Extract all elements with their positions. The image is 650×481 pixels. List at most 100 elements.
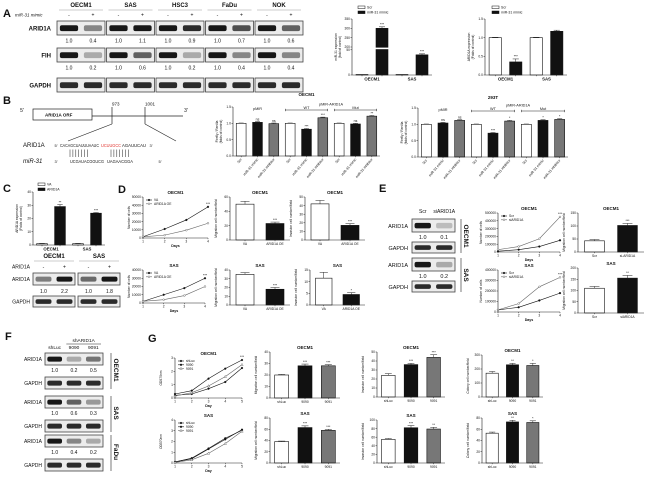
bar bbox=[265, 223, 285, 241]
blot-gapdh bbox=[155, 77, 205, 93]
significance-label: *** bbox=[326, 425, 331, 429]
lane-sign: - bbox=[68, 13, 70, 19]
y-tick-label: 40000 bbox=[132, 203, 141, 207]
chart-e-oecm1-growth: 0 100000 200000 300000 400000 500000 OECM1 Numb… bbox=[479, 206, 563, 262]
chart-title: SAS bbox=[333, 263, 342, 268]
protein-band bbox=[232, 25, 251, 32]
chart-d-sas-mig: VA *** ARID1A OE 0 10 20 30 40 SAS Migration cell… bbox=[214, 263, 290, 311]
x-tick-label: miR-31 mimic bbox=[291, 157, 308, 176]
blot-gapdh bbox=[106, 77, 155, 93]
protein-band bbox=[436, 284, 453, 289]
triangle-marker bbox=[240, 429, 244, 433]
bar bbox=[521, 124, 532, 158]
chart-title: SAS bbox=[169, 263, 178, 268]
x-tick-label: 1 bbox=[174, 400, 176, 404]
y-tick-label: 40000 bbox=[132, 268, 141, 272]
open-marker bbox=[147, 275, 151, 278]
x-tick-label: VA bbox=[318, 242, 323, 246]
blot-frame bbox=[254, 20, 304, 36]
x-tick-label: 3 bbox=[208, 465, 210, 469]
bar bbox=[235, 123, 247, 157]
filled-marker bbox=[558, 239, 562, 242]
y-tick-label: 100 bbox=[570, 289, 576, 293]
filled-marker bbox=[224, 438, 227, 441]
blot-frame bbox=[155, 47, 205, 63]
band-quantification: 0.7 bbox=[238, 39, 245, 45]
protein-band bbox=[232, 82, 251, 89]
significance-label: ** bbox=[432, 423, 435, 427]
x-tick-label: Scr bbox=[236, 157, 243, 164]
bar bbox=[274, 374, 289, 399]
triangle-marker bbox=[240, 362, 244, 366]
protein-band bbox=[257, 82, 277, 89]
y-tick-label: 0 bbox=[29, 243, 31, 247]
y-tick-label: 0 bbox=[226, 303, 228, 307]
significance-label: *** bbox=[420, 50, 425, 54]
x-tick-label: 4 bbox=[559, 314, 561, 318]
protein-band bbox=[47, 356, 63, 362]
filled-marker bbox=[502, 271, 506, 275]
x-tick-label: 2 bbox=[164, 240, 166, 244]
bar bbox=[437, 122, 449, 158]
filled-marker bbox=[206, 205, 210, 208]
bar bbox=[381, 375, 396, 398]
chart-title: OECM1 bbox=[521, 206, 538, 211]
x-tick-label: 4 bbox=[559, 254, 561, 258]
band-quantification: 0.6 bbox=[288, 39, 295, 45]
lane-sign: - bbox=[88, 265, 90, 271]
chart-title: SAS bbox=[300, 411, 309, 416]
blot-frame bbox=[205, 47, 254, 63]
significance-label: *** bbox=[240, 355, 245, 359]
x-tick-label: shLuc bbox=[277, 465, 286, 469]
chart-title: OECM1 bbox=[504, 348, 521, 353]
blot-fih bbox=[155, 47, 205, 63]
chart-g-sas-mig: shLuc *** 9090 *** 9091 0 20 40 60 80 SAS Migration… bbox=[254, 411, 340, 469]
band-quantification: 1.0 bbox=[66, 39, 73, 45]
y-axis-label: miR-31 expression bbox=[334, 33, 338, 61]
y-axis-label: Number of cells bbox=[479, 221, 483, 244]
y-axis-label: OD570nm bbox=[159, 434, 163, 449]
protein-band bbox=[133, 52, 152, 59]
x-tick-label: Scr bbox=[422, 158, 429, 165]
blot-frame bbox=[56, 77, 106, 93]
x-tick-label: ARID1A OE bbox=[266, 307, 284, 311]
y-axis-label: (Folds of control) bbox=[19, 206, 23, 231]
blot-gapdh bbox=[32, 295, 76, 308]
chart-b-oecm1: Scr ns miR-31 mimic ns miR-31 inhibitor Scr **… bbox=[215, 92, 380, 179]
blot-frame bbox=[411, 280, 456, 293]
significance-label: *** bbox=[380, 23, 385, 27]
y-tick-label: 50 bbox=[346, 48, 350, 52]
protein-band bbox=[414, 284, 431, 289]
y-tick-label: 5 bbox=[306, 292, 308, 296]
x-tick-label: 9090 bbox=[509, 399, 517, 403]
lane-sign: - bbox=[217, 13, 219, 19]
y-tick-label: 1.0 bbox=[226, 122, 231, 126]
blot-frame bbox=[205, 20, 254, 36]
y-tick-label: 0 bbox=[139, 301, 141, 305]
bar bbox=[317, 117, 329, 157]
band-quantification: 1.0 bbox=[419, 274, 427, 280]
x-tick-label: miR-31 inhibitor bbox=[543, 158, 562, 180]
significance-label: *** bbox=[273, 283, 278, 287]
bar bbox=[252, 122, 263, 157]
blot-frame bbox=[155, 77, 205, 93]
open-marker bbox=[147, 202, 151, 205]
lane-sign: - bbox=[167, 13, 169, 19]
triangle-marker bbox=[206, 451, 211, 455]
x-tick-label: 9091 bbox=[325, 465, 333, 469]
significance-label: *** bbox=[491, 128, 496, 132]
y-tick-label: 300 bbox=[474, 353, 480, 357]
x-tick-label: miR-31 mimic bbox=[428, 158, 445, 177]
band-quantification: 1.8 bbox=[106, 289, 113, 295]
y-tick-label: 100 bbox=[474, 381, 480, 385]
y-tick-label: 100 bbox=[369, 418, 375, 422]
y-tick-label: 3 bbox=[171, 429, 173, 433]
protein-band bbox=[414, 245, 431, 250]
x-tick-label: Scr bbox=[592, 315, 598, 319]
band-quantification: 1.0 bbox=[214, 39, 221, 45]
y-tick-label: 1.0 bbox=[478, 36, 483, 40]
y-axis-label: Invasion cell number/field bbox=[361, 356, 365, 393]
x-tick-label: ARID1A OE bbox=[341, 242, 359, 246]
x-tick-label: 9091 bbox=[430, 399, 438, 403]
protein-band bbox=[85, 423, 101, 429]
